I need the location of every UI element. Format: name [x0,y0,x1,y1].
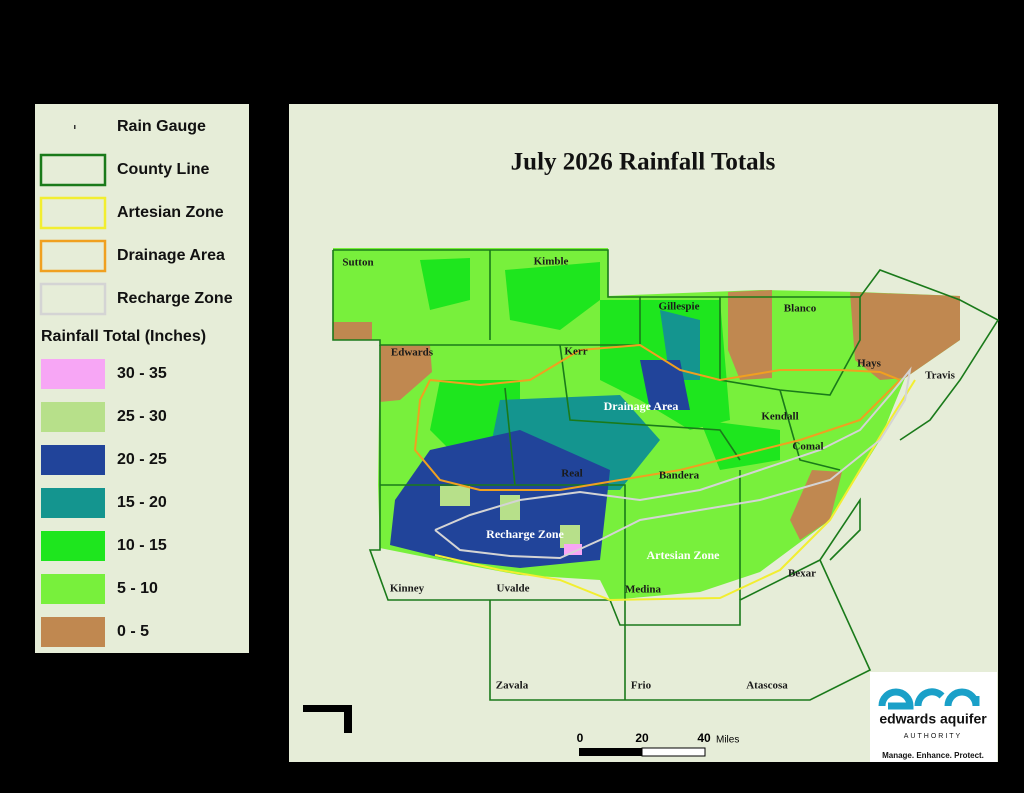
county-label: Edwards [391,347,434,359]
legend-symbol [74,125,76,129]
legend-label: 30 - 35 [117,365,167,382]
scale-label: 40 [697,731,711,745]
scale-bar: 0 20 40 Miles [577,731,739,757]
rain-area [380,345,432,402]
rain-area [640,360,690,410]
legend-label: 25 - 30 [117,408,167,425]
legend-symbol [39,282,107,316]
recharge-outline [434,366,912,560]
county-line [719,297,861,396]
legend-swatch [41,402,105,432]
legend-swatch [41,488,105,518]
county-label: Atascosa [746,680,788,692]
rain-area [790,470,842,540]
county-label: Medina [625,584,662,596]
legend-label: 15 - 20 [117,494,167,511]
legend-label: 5 - 10 [117,580,158,597]
north-arrow [303,705,352,733]
county-line [559,344,741,461]
legend-label: 20 - 25 [117,451,167,468]
legend-swatch [41,574,105,604]
county-label: Gillespie [659,301,700,313]
legend-label: Recharge Zone [117,290,233,307]
county-label: Real [561,468,582,480]
county-label: Bexar [788,568,816,580]
county-label: Hays [857,358,882,370]
scale-label: 0 [577,731,584,745]
scale-unit: Miles [716,735,739,746]
county-line [640,269,1000,441]
rain-area [560,525,580,548]
zone-label: Drainage Area [604,399,679,413]
zones [413,343,916,602]
legend-symbol [39,196,107,230]
zone-label: Artesian Zone [647,548,721,562]
county-labels: Sutton Kimble Gillespie Blanco Kerr Edwa… [342,256,955,692]
rain-area [333,322,372,340]
county-label: Comal [792,441,823,453]
logo-tagline: Manage. Enhance. Protect. [882,751,984,760]
rain-area [850,292,960,380]
rain-area [700,420,780,470]
county-label: Kendall [761,411,798,423]
county-label: Kinney [390,583,425,595]
legend-label: Artesian Zone [117,204,224,221]
logo-mark [878,688,980,710]
county-label: Zavala [496,680,529,692]
rain-area [500,495,520,520]
legend: Rain Gauge County Line Artesian Zone Draina… [39,118,233,647]
legend-label: Drainage Area [117,247,225,264]
county-label: Kimble [534,256,569,268]
legend-label: 0 - 5 [117,623,149,640]
drainage-outline [413,343,902,491]
logo-name: edwards aquifer [879,711,987,727]
scale-label: 20 [635,731,649,745]
county-label: Uvalde [497,583,530,595]
county-label: Blanco [784,303,817,315]
rain-area [505,262,600,330]
county-line [504,387,516,486]
rain-area [440,486,470,506]
legend-symbol [39,239,107,273]
rain-area [420,258,470,310]
legend-title: Rainfall Total (Inches) [41,328,206,345]
county-label: Frio [631,680,652,692]
map-title: July 2026 Rainfall Totals [511,149,776,176]
legend-label: 10 - 15 [117,537,167,554]
scale-segment [579,748,642,756]
rain-area [564,544,582,555]
legend-swatch [41,445,105,475]
legend-swatch [41,359,105,389]
county-label: Travis [925,370,955,382]
county-label: Kerr [564,346,587,358]
legend-swatch [41,531,105,561]
county-label: Bandera [659,470,700,482]
logo-subtitle: AUTHORITY [904,733,962,740]
legend-symbol [39,153,107,187]
county-line [819,497,861,561]
scale-segment [641,747,706,757]
logo: edwards aquifer AUTHORITY Manage. Enhanc… [870,672,997,762]
legend-label: Rain Gauge [117,118,206,135]
county-line [779,389,841,471]
legend-label: County Line [117,161,210,178]
rain-area [728,290,772,380]
zone-label: Recharge Zone [486,527,564,541]
county-label: Sutton [342,257,373,269]
legend-swatch [41,617,105,647]
logo-box [870,672,997,762]
